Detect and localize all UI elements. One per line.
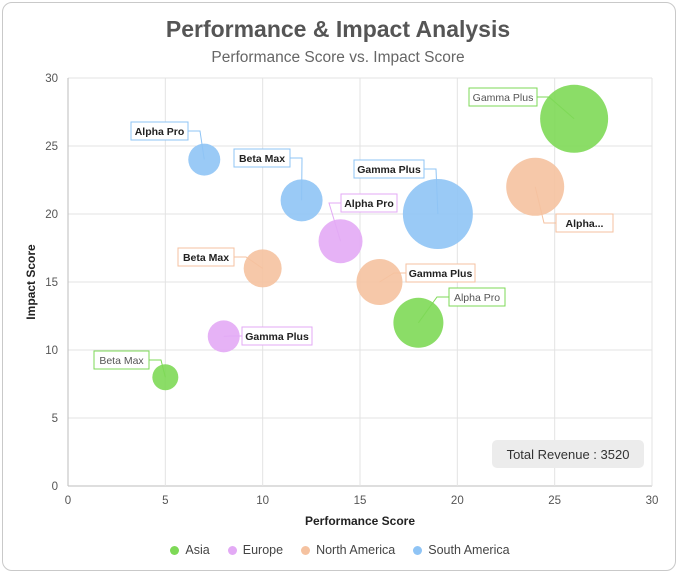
bubble-europe bbox=[318, 219, 363, 264]
data-label: Beta Max bbox=[239, 153, 285, 165]
leader-line bbox=[534, 186, 556, 224]
legend-item[interactable]: North America bbox=[301, 543, 395, 557]
data-label-box bbox=[177, 247, 235, 267]
data-label: Alpha Pro bbox=[135, 126, 185, 138]
leader-line bbox=[537, 96, 575, 120]
data-label-box bbox=[555, 213, 614, 233]
legend-item[interactable]: Europe bbox=[227, 543, 284, 557]
legend-marker bbox=[170, 545, 180, 555]
total-revenue-box: Total Revenue : 3520 bbox=[492, 440, 644, 468]
legend-item[interactable]: South America bbox=[413, 543, 510, 557]
y-tick-label: 0 bbox=[52, 481, 58, 493]
y-tick-label: 20 bbox=[45, 209, 58, 221]
legend-marker bbox=[301, 545, 311, 555]
legend-label: Asia bbox=[185, 543, 210, 557]
y-tick-label: 30 bbox=[45, 73, 58, 85]
x-tick-label: 30 bbox=[646, 495, 659, 507]
leader-line bbox=[417, 296, 449, 324]
data-label-box bbox=[448, 287, 506, 307]
data-label-box bbox=[233, 148, 291, 168]
leader-line bbox=[149, 359, 166, 378]
legend-label: South America bbox=[428, 543, 510, 557]
leader-line bbox=[379, 272, 406, 283]
legend-marker bbox=[413, 545, 423, 555]
y-tick-label: 25 bbox=[45, 141, 58, 153]
chart-legend: Asia Europe North America South America bbox=[0, 543, 680, 557]
data-label: Beta Max bbox=[183, 252, 229, 264]
x-tick-label: 10 bbox=[256, 495, 269, 507]
data-label: Gamma Plus bbox=[473, 92, 534, 104]
data-label: Gamma Plus bbox=[409, 268, 473, 280]
chart-title: Performance & Impact Analysis bbox=[165, 16, 511, 42]
x-tick-label: 20 bbox=[451, 495, 464, 507]
x-tick-label: 15 bbox=[354, 495, 367, 507]
data-label: Gamma Plus bbox=[245, 331, 309, 343]
leader-line bbox=[424, 168, 439, 215]
x-tick-label: 0 bbox=[65, 495, 71, 507]
chart-subtitle: Performance Score vs. Impact Score bbox=[211, 49, 465, 66]
data-label-box bbox=[93, 350, 150, 370]
data-label: Alpha Pro bbox=[344, 198, 394, 210]
legend-label: North America bbox=[316, 543, 396, 557]
leader-line bbox=[234, 256, 263, 269]
data-label: Beta Max bbox=[99, 355, 144, 367]
data-label-box bbox=[340, 193, 398, 213]
data-label-box bbox=[468, 87, 538, 107]
data-label-box bbox=[130, 121, 189, 141]
leader-line bbox=[290, 157, 303, 201]
x-tick-label: 25 bbox=[548, 495, 561, 507]
data-label-box bbox=[405, 263, 476, 283]
data-label-box bbox=[241, 326, 313, 346]
y-tick-label: 10 bbox=[45, 345, 58, 357]
leader-line bbox=[328, 202, 342, 242]
x-tick-label: 5 bbox=[162, 495, 168, 507]
y-axis-label: Impact Score bbox=[24, 244, 38, 320]
data-label: Alpha Pro bbox=[454, 292, 500, 304]
y-tick-label: 15 bbox=[45, 277, 58, 289]
y-tick-label: 5 bbox=[52, 413, 58, 425]
legend-item[interactable]: Asia bbox=[170, 543, 210, 557]
x-axis-label: Performance Score bbox=[305, 514, 415, 528]
data-label: Gamma Plus bbox=[357, 164, 421, 176]
data-label-box bbox=[353, 159, 425, 179]
legend-label: Europe bbox=[242, 543, 284, 557]
data-label: Alpha... bbox=[566, 218, 604, 230]
leader-line bbox=[188, 130, 205, 160]
legend-marker bbox=[227, 545, 237, 555]
